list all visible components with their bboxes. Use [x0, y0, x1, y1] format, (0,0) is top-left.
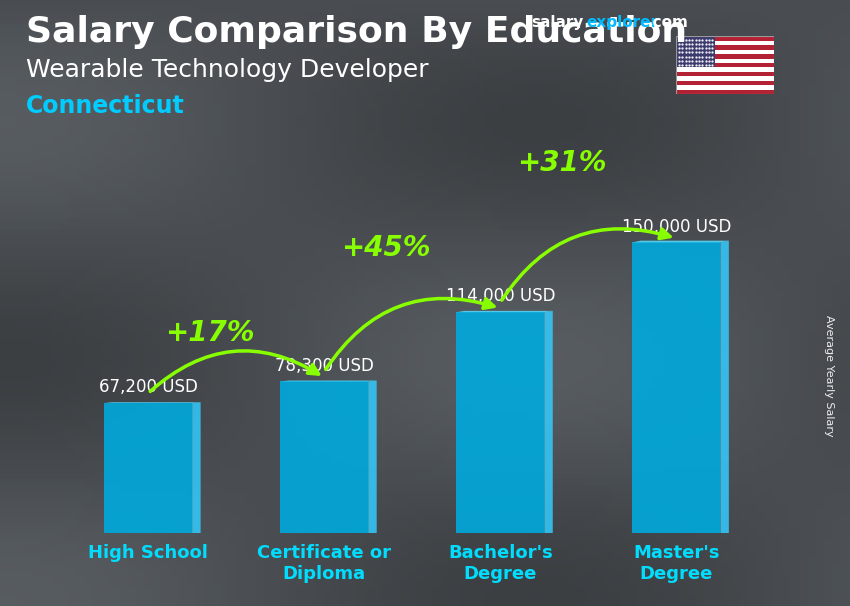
Bar — [676, 45, 774, 50]
Polygon shape — [544, 311, 552, 533]
Bar — [456, 312, 544, 533]
Bar — [676, 81, 774, 85]
Text: Average Yearly Salary: Average Yearly Salary — [824, 315, 834, 436]
Text: 78,300 USD: 78,300 USD — [275, 357, 374, 375]
Polygon shape — [104, 402, 201, 403]
Text: Salary Comparison By Education: Salary Comparison By Education — [26, 15, 687, 49]
Polygon shape — [456, 311, 552, 312]
Bar — [676, 59, 774, 63]
Bar — [676, 76, 774, 81]
Text: explorer: explorer — [586, 15, 659, 30]
Bar — [676, 85, 774, 90]
Bar — [676, 90, 774, 94]
Text: salary: salary — [531, 15, 584, 30]
Bar — [676, 67, 774, 72]
Text: +45%: +45% — [341, 234, 431, 262]
Text: +17%: +17% — [165, 319, 254, 347]
Bar — [676, 41, 774, 45]
Bar — [676, 36, 774, 41]
Polygon shape — [632, 241, 728, 242]
Bar — [676, 63, 774, 67]
Bar — [676, 72, 774, 76]
Text: .com: .com — [648, 15, 689, 30]
Polygon shape — [192, 402, 201, 533]
Text: 114,000 USD: 114,000 USD — [445, 287, 555, 305]
Text: 150,000 USD: 150,000 USD — [621, 218, 731, 236]
Bar — [632, 242, 720, 533]
Text: Wearable Technology Developer: Wearable Technology Developer — [26, 58, 428, 82]
Text: +31%: +31% — [517, 149, 607, 177]
Bar — [676, 36, 715, 67]
Polygon shape — [720, 241, 728, 533]
Polygon shape — [368, 381, 377, 533]
Bar — [676, 50, 774, 54]
Bar — [280, 381, 368, 533]
Bar — [104, 403, 192, 533]
Text: 67,200 USD: 67,200 USD — [99, 378, 197, 396]
Bar — [676, 54, 774, 59]
Text: Connecticut: Connecticut — [26, 94, 184, 118]
